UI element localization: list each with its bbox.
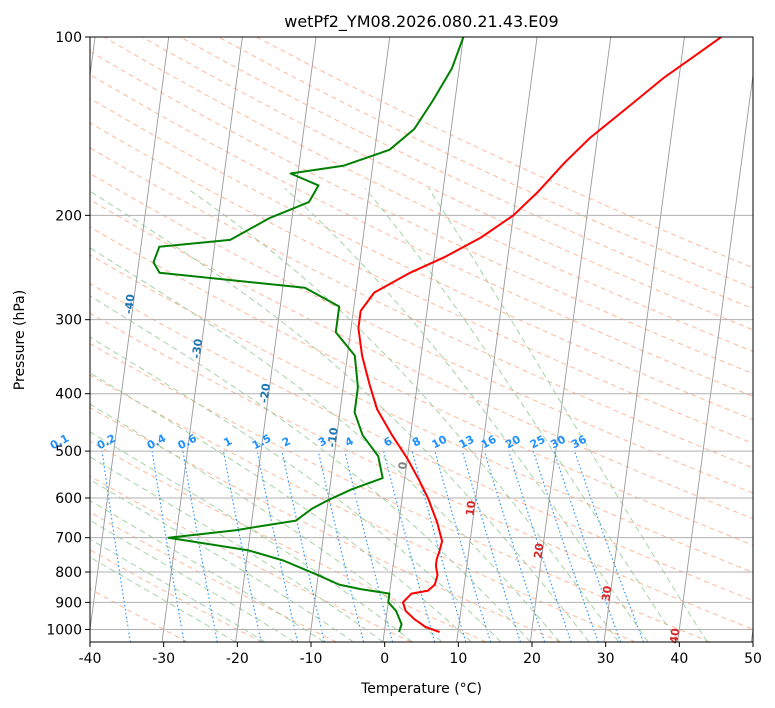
x-tick-label: 30 <box>597 651 615 667</box>
isotherm <box>308 37 391 642</box>
dry-adiabat <box>90 147 753 469</box>
moist-adiabat <box>186 187 620 642</box>
isotherm <box>90 37 170 633</box>
dry-adiabat <box>90 407 561 642</box>
mixing-ratio-line <box>434 450 492 642</box>
isotherm <box>603 37 685 642</box>
moist-adiabat <box>90 372 472 642</box>
y-tick-label: 1000 <box>46 622 82 638</box>
dry-adiabat <box>90 74 753 397</box>
y-tick-label: 600 <box>55 491 82 507</box>
mixing-ratio-line <box>553 450 622 642</box>
mixing-ratio-label: 36 <box>569 433 589 452</box>
mixing-ratio-line <box>508 450 572 642</box>
isotherm <box>677 71 753 642</box>
isotherm-label: 30 <box>599 585 614 602</box>
isotherm-label: 40 <box>667 627 682 644</box>
mixing-ratio-label: 25 <box>528 433 548 452</box>
moist-adiabat <box>90 519 295 642</box>
x-tick-label: -20 <box>226 651 249 667</box>
isotherm-label: -40 <box>122 293 138 315</box>
mixing-ratio-line <box>461 450 521 642</box>
dry-adiabat <box>90 374 636 642</box>
mixing-ratio-line <box>317 450 365 642</box>
mixing-ratio-line <box>483 450 546 642</box>
isotherm-label: 10 <box>463 499 478 516</box>
y-axis-label: Pressure (hPa) <box>12 290 28 390</box>
isotherm <box>235 37 317 642</box>
mixing-ratio-label: 10 <box>430 433 450 452</box>
y-tick-label: 800 <box>55 565 82 581</box>
series-dewpoint-line <box>152 37 465 633</box>
isotherm <box>382 37 464 642</box>
mixing-ratio-line <box>383 450 436 642</box>
background-lines <box>90 37 753 642</box>
moist-adiabat <box>90 247 561 642</box>
moist-adiabat <box>90 295 531 642</box>
x-tick-label: 0 <box>380 651 389 667</box>
chart-title: wetPf2_YM08.2026.080.21.43.E09 <box>284 12 558 32</box>
mixing-ratio-line <box>574 450 645 642</box>
dry-adiabat <box>90 511 337 642</box>
isotherm-label: -30 <box>190 338 206 360</box>
mixing-ratio-label: 30 <box>548 433 568 452</box>
y-tick-label: 500 <box>55 444 82 460</box>
mixing-ratio-line <box>411 450 467 642</box>
x-tick-label: 10 <box>449 651 467 667</box>
dry-adiabat <box>218 37 753 289</box>
mixing-ratio-line <box>281 450 325 642</box>
isotherm-label: -10 <box>325 426 341 448</box>
moist-adiabat <box>90 190 590 642</box>
plot-frame <box>89 36 754 643</box>
dry-adiabat <box>90 549 263 642</box>
dry-adiabat <box>90 440 487 642</box>
moist-adiabat <box>284 187 649 642</box>
isotherm-label: 20 <box>531 542 546 559</box>
isotherm-labels: -40 -30 -20 -10 0 10 20 30 40 <box>122 293 682 644</box>
dry-adiabat <box>90 343 711 642</box>
y-tick-label: 200 <box>55 208 82 224</box>
isotherm <box>529 37 612 642</box>
isotherm-label: -20 <box>257 382 273 404</box>
series-temperature-line <box>357 37 722 633</box>
y-tick-label: 700 <box>55 531 82 547</box>
moist-adiabat <box>90 456 384 642</box>
moist-adiabat <box>90 538 266 642</box>
moist-adiabat <box>90 479 354 642</box>
moist-adiabat <box>90 556 236 642</box>
y-tick-label: 300 <box>55 313 82 329</box>
x-axis: -40 -30 -20 -10 0 10 20 30 40 50 <box>79 642 762 667</box>
x-tick-label: 50 <box>744 651 762 667</box>
mixing-ratio-line <box>256 450 299 642</box>
isotherm <box>456 37 538 642</box>
dry-adiabat <box>90 122 753 444</box>
x-tick-label: -40 <box>79 651 102 667</box>
moist-adiabat <box>364 187 679 642</box>
dry-adiabat <box>103 37 753 353</box>
isotherm <box>161 37 243 642</box>
x-tick-label: -30 <box>152 651 175 667</box>
moist-adiabat <box>90 431 413 642</box>
x-tick-label: 20 <box>523 651 541 667</box>
mixing-ratio-label: 13 <box>457 433 477 452</box>
y-tick-label: 100 <box>55 30 82 46</box>
dry-adiabat <box>90 312 753 630</box>
y-tick-label: 900 <box>55 595 82 611</box>
dry-adiabat <box>180 37 753 310</box>
isotherm-label: 0 <box>396 461 410 471</box>
mixing-ratio-line <box>222 450 262 642</box>
x-tick-label: 40 <box>670 651 688 667</box>
mixing-ratio-line <box>532 450 599 642</box>
y-tick-label: 400 <box>55 387 82 403</box>
y-axis: 100 200 300 400 500 600 700 800 900 1000 <box>46 30 90 638</box>
profile-lines <box>152 37 722 633</box>
x-tick-label: -10 <box>300 651 323 667</box>
mixing-ratio-label: 16 <box>479 433 499 452</box>
moist-adiabat <box>90 500 325 642</box>
x-axis-label: Temperature (°C) <box>360 681 482 697</box>
mixing-ratio-label: 20 <box>503 433 523 452</box>
